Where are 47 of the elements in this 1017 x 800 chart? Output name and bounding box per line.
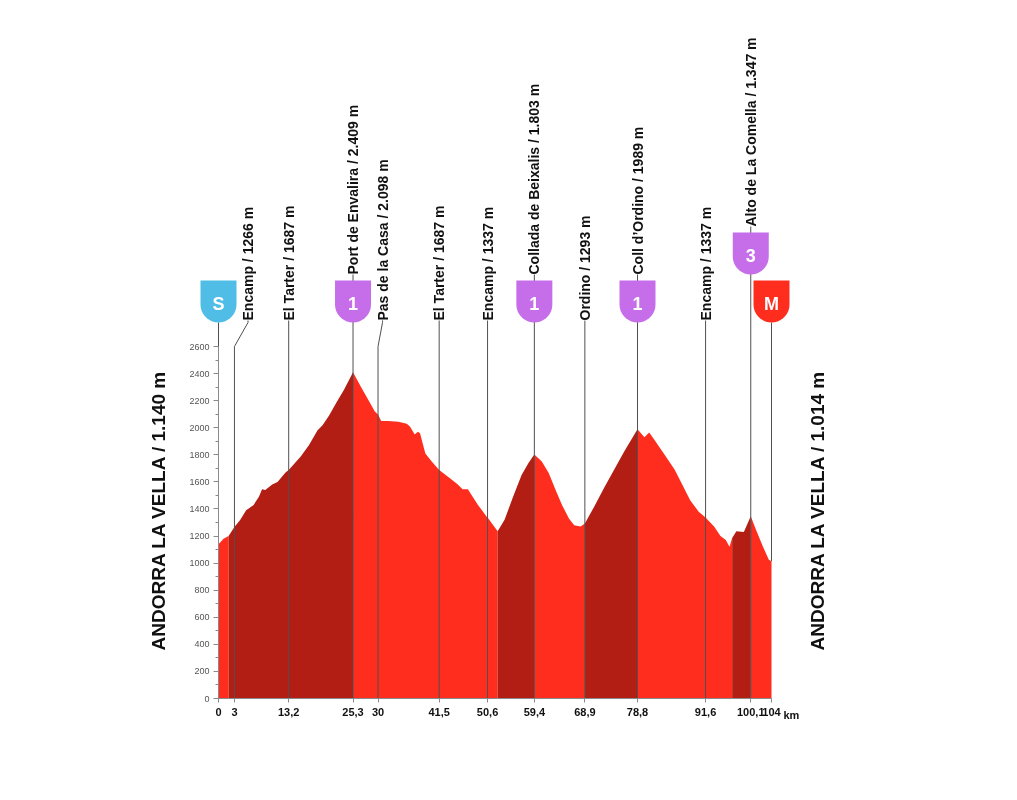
- y-tick-label: 2200: [189, 395, 210, 406]
- x-tick-label: 100,1: [737, 705, 765, 718]
- x-axis-title: km: [783, 708, 800, 721]
- annotation: 1: [348, 294, 359, 314]
- ref-line-label: Port de Envalira / 2.409 m: [345, 104, 362, 275]
- x-tick-label: 41,5: [428, 705, 450, 718]
- y-tick-label: 2400: [189, 368, 210, 379]
- text: M: [764, 293, 779, 314]
- ref-line-label: Alto de La Comella / 1.347 m: [742, 37, 759, 227]
- y-tick-label: 2000: [189, 422, 210, 433]
- x-tick-label: 50,6: [476, 705, 499, 718]
- y-tick-label: 800: [194, 585, 210, 596]
- x-tick-label: 25,3: [342, 705, 364, 718]
- y-tick-label: 0: [204, 693, 210, 704]
- ref-line-label: El Tarter / 1687 m: [431, 205, 448, 321]
- annotation: 3: [745, 246, 756, 266]
- ref-line-label: Encamp / 1337 m: [479, 206, 496, 321]
- annotation: 1: [632, 294, 643, 314]
- x-tick-label: 78,8: [626, 705, 649, 718]
- x-tick-label: 0: [215, 705, 222, 718]
- ref-line-label: Encamp / 1337 m: [697, 206, 714, 321]
- ref-line-label: Ordino / 1293 m: [576, 215, 593, 321]
- y-tick-label: 400: [194, 639, 210, 650]
- y-tick-label: 1000: [189, 558, 210, 569]
- annotation: 1: [529, 294, 540, 314]
- text: ANDORRA LA VELLA / 1.014 m: [807, 371, 828, 651]
- ref-line-label: Coll d’Ordino / 1989 m: [629, 126, 646, 275]
- y-tick-label: 1800: [189, 449, 210, 460]
- y-tick-label: 2600: [189, 341, 210, 352]
- x-tick-label: 3: [231, 705, 238, 718]
- text: ANDORRA LA VELLA / 1.140 m: [148, 371, 169, 651]
- y-tick-label: 1400: [189, 503, 210, 514]
- ref-line-label: El Tarter / 1687 m: [280, 205, 297, 321]
- x-tick-label: 91,6: [694, 705, 717, 718]
- x-tick-label: 68,9: [574, 705, 596, 718]
- y-tick-label: 600: [194, 612, 210, 623]
- y-tick-label: 1200: [189, 531, 210, 542]
- x-tick-label: 104: [762, 705, 782, 718]
- x-tick-label: 13,2: [277, 705, 300, 718]
- y-tick-label: 200: [194, 666, 210, 677]
- ref-line-label: Encamp / 1266 m: [240, 206, 256, 321]
- y-tick-label: 1600: [189, 476, 210, 487]
- x-tick-label: 30: [371, 705, 385, 718]
- text: S: [212, 293, 225, 314]
- ref-line-label: Pas de la Casa / 2.098 m: [374, 159, 391, 321]
- ref-line-label: Collada de Beixalis / 1.803 m: [526, 83, 543, 275]
- x-tick-label: 59,4: [523, 705, 546, 718]
